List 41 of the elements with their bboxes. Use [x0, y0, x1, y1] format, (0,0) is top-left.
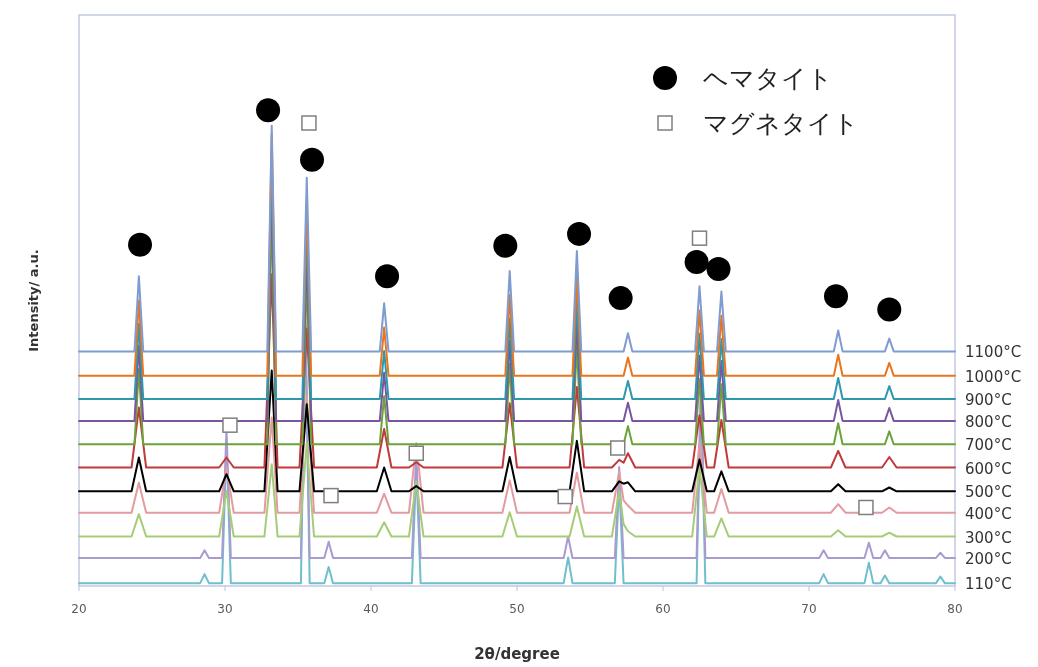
series-label: 110°C [965, 575, 1012, 594]
x-axis-title: 2θ/degree [474, 645, 560, 663]
series-label: 800°C [965, 412, 1012, 431]
x-tick-label: 20 [71, 602, 87, 616]
series-label: 1000°C [965, 367, 1022, 386]
point [706, 257, 731, 282]
series-label: 400°C [965, 504, 1012, 523]
point [608, 286, 633, 311]
x-tick-label: 30 [217, 602, 233, 616]
point [493, 233, 518, 258]
legend-label: ヘマタイト [703, 64, 833, 93]
x-tick-label: 50 [509, 602, 525, 616]
point [877, 297, 902, 322]
x-tick-label: 80 [947, 602, 963, 616]
x-tick-label: 70 [801, 602, 817, 616]
point [300, 147, 325, 172]
point [567, 221, 592, 246]
point [128, 232, 153, 257]
point [691, 230, 708, 246]
point [684, 249, 709, 274]
point [323, 487, 339, 504]
point [557, 488, 573, 505]
point [375, 264, 400, 289]
series-label: 500°C [965, 483, 1012, 502]
point [222, 417, 238, 433]
x-tick-label: 40 [363, 602, 379, 616]
series-label: 700°C [965, 436, 1012, 455]
point [858, 499, 874, 516]
series-label: 300°C [965, 528, 1012, 547]
series-label: 900°C [965, 391, 1012, 409]
point [408, 445, 425, 461]
series-label: 200°C [965, 549, 1012, 568]
series-label: 600°C [965, 459, 1012, 478]
series-label: 1100°C [965, 343, 1022, 362]
point [824, 284, 849, 309]
legend-label: マグネタイト [703, 109, 859, 138]
point [256, 98, 281, 123]
point [609, 440, 626, 456]
x-tick-label: 60 [655, 602, 671, 616]
point [301, 115, 317, 131]
y-axis-title: Intensity/ a.u. [26, 249, 41, 352]
